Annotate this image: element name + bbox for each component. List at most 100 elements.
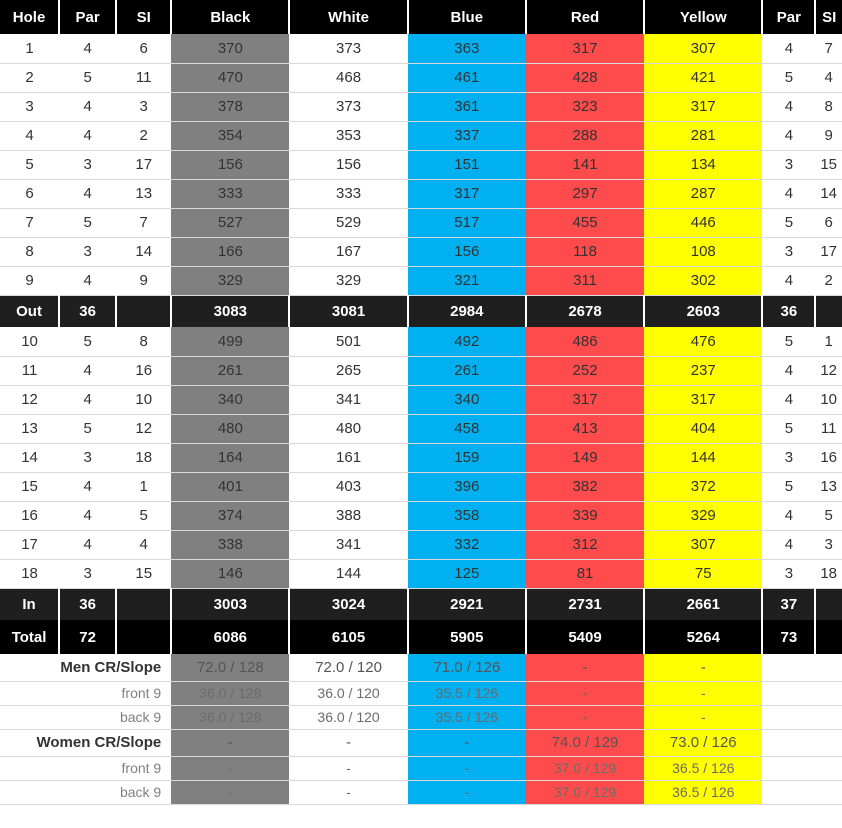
cell: 3 <box>59 443 116 472</box>
hole-row: 11416261265261252237412 <box>0 356 842 385</box>
hole-row: 44235435333728828149 <box>0 121 842 150</box>
rating-cell: 36.5 / 126 <box>644 756 762 780</box>
cell: 12 <box>815 356 842 385</box>
rating-cell: - <box>644 705 762 729</box>
cell: 6 <box>116 34 171 63</box>
cell: 3 <box>762 559 815 588</box>
cell: 4 <box>59 34 116 63</box>
cell: 4 <box>762 34 815 63</box>
hole-row: 12410340341340317317410 <box>0 385 842 414</box>
cell: 468 <box>289 63 407 92</box>
cell <box>762 681 842 705</box>
cell: 146 <box>171 559 289 588</box>
cell: 13 <box>0 414 59 443</box>
summary-row: Out363083308129842678260336 <box>0 295 842 327</box>
total-row: Total726086610559055409526473 <box>0 620 842 654</box>
cell: 5905 <box>408 620 526 654</box>
col-tee-yellow: Yellow <box>644 0 762 34</box>
hole-row: 174433834133231230743 <box>0 530 842 559</box>
cell: 4 <box>59 121 116 150</box>
cell: 12 <box>116 414 171 443</box>
cell: 81 <box>526 559 644 588</box>
cell: 3 <box>762 150 815 179</box>
cell: 252 <box>526 356 644 385</box>
cell: 428 <box>526 63 644 92</box>
rating-cell: - <box>171 729 289 756</box>
cell: 317 <box>408 179 526 208</box>
cell: 4 <box>59 92 116 121</box>
cell: 501 <box>289 327 407 356</box>
cell: 307 <box>644 34 762 63</box>
cell: 4 <box>0 121 59 150</box>
cell: 141 <box>526 150 644 179</box>
rating-label: Men CR/Slope <box>0 654 171 681</box>
cell: 4 <box>815 63 842 92</box>
cell: 354 <box>171 121 289 150</box>
cell: 3 <box>0 92 59 121</box>
hole-row: 105849950149248647651 <box>0 327 842 356</box>
cell: 4 <box>762 501 815 530</box>
cell: 340 <box>408 385 526 414</box>
cell: 14 <box>815 179 842 208</box>
cell: 6086 <box>171 620 289 654</box>
cell: 6 <box>0 179 59 208</box>
col-par2: Par <box>762 0 815 34</box>
cell: 317 <box>644 385 762 414</box>
rating-cell: - <box>408 729 526 756</box>
cell: 18 <box>0 559 59 588</box>
rating-cell: 36.5 / 126 <box>644 780 762 804</box>
col-tee-black: Black <box>171 0 289 34</box>
cell: 5 <box>762 414 815 443</box>
cell: 4 <box>59 356 116 385</box>
rating-cell: - <box>526 705 644 729</box>
cell: 302 <box>644 266 762 295</box>
cell: 108 <box>644 237 762 266</box>
cell: 261 <box>408 356 526 385</box>
cell: 321 <box>408 266 526 295</box>
cell: 144 <box>289 559 407 588</box>
rating-cell: - <box>644 681 762 705</box>
cell: 9 <box>0 266 59 295</box>
cell: 3003 <box>171 588 289 620</box>
rating-cell: 35.5 / 126 <box>408 705 526 729</box>
cell: 1 <box>815 327 842 356</box>
rating-cell: 74.0 / 129 <box>526 729 644 756</box>
col-si: SI <box>116 0 171 34</box>
cell: 5 <box>762 208 815 237</box>
cell: 125 <box>408 559 526 588</box>
cell: 15 <box>116 559 171 588</box>
cell: 261 <box>171 356 289 385</box>
cell: 446 <box>644 208 762 237</box>
cell <box>116 295 171 327</box>
cell: 470 <box>171 63 289 92</box>
cell: 9 <box>116 266 171 295</box>
hole-row: 5317156156151141134315 <box>0 150 842 179</box>
cell: 3024 <box>289 588 407 620</box>
cell: 11 <box>815 414 842 443</box>
cell: 378 <box>171 92 289 121</box>
cell <box>762 780 842 804</box>
cell: 2921 <box>408 588 526 620</box>
cell: 373 <box>289 92 407 121</box>
hole-row: 183151461441258175318 <box>0 559 842 588</box>
cell: 159 <box>408 443 526 472</box>
cell: 4 <box>762 179 815 208</box>
cell: 307 <box>644 530 762 559</box>
cell: 16 <box>116 356 171 385</box>
cell: 288 <box>526 121 644 150</box>
cell: 312 <box>526 530 644 559</box>
cell: 5 <box>59 208 116 237</box>
cell: 421 <box>644 63 762 92</box>
cell: 4 <box>762 92 815 121</box>
hole-row: 164537438835833932945 <box>0 501 842 530</box>
cell: 329 <box>289 266 407 295</box>
cell: 340 <box>171 385 289 414</box>
rating-label: front 9 <box>0 681 171 705</box>
cell: 413 <box>526 414 644 443</box>
cell: 164 <box>171 443 289 472</box>
rating-label: front 9 <box>0 756 171 780</box>
cell: 317 <box>526 34 644 63</box>
cell: 332 <box>408 530 526 559</box>
cell: 5 <box>59 63 116 92</box>
hole-row: 1541401403396382372513 <box>0 472 842 501</box>
